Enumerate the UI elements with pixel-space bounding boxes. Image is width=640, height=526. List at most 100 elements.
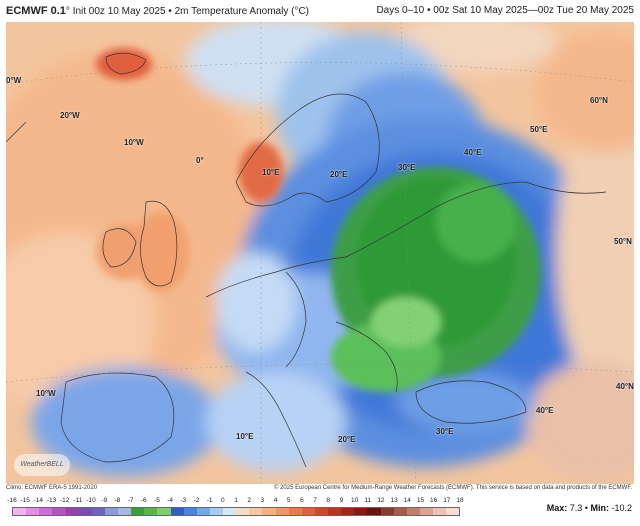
header: ECMWF 0.1° Init 00z 10 May 2025 • 2m Tem… xyxy=(0,0,640,22)
lon-label: 30°E xyxy=(436,427,454,436)
colorbar-swatch xyxy=(249,508,263,515)
lon-label: 20°E xyxy=(330,170,348,179)
colorbar-swatch xyxy=(52,508,66,515)
colorbar-swatch xyxy=(406,508,420,515)
valid-range: Days 0–10 • 00z Sat 10 May 2025—00z Tue … xyxy=(376,5,634,16)
min-label: Min: xyxy=(590,503,609,513)
colorbar-tick-label: 17 xyxy=(443,497,451,504)
title: ECMWF 0.1° Init 00z 10 May 2025 • 2m Tem… xyxy=(6,5,309,17)
colorbar-swatch xyxy=(341,508,355,515)
colorbar-tick-label: -12 xyxy=(60,497,70,504)
colorbar-tick-label: 3 xyxy=(260,497,265,504)
colorbar-swatch xyxy=(157,508,171,515)
colorbar-swatch xyxy=(275,508,289,515)
map-canvas xyxy=(6,22,634,484)
colorbar-swatch xyxy=(301,508,315,515)
lon-label: 10°W xyxy=(124,138,144,147)
colorbar-tick-label: 14 xyxy=(403,497,411,504)
max-min-stats: Max: 7.3 • Min: -10.2 xyxy=(547,503,632,513)
coastlines xyxy=(6,52,607,468)
colorbar-tick-label: 9 xyxy=(339,497,344,504)
colorbar-tick-label: -15 xyxy=(20,497,30,504)
init-and-variable: Init 00z 10 May 2025 • 2m Temperature An… xyxy=(72,6,310,17)
lon-label: 20°E xyxy=(338,435,356,444)
colorbar-swatch xyxy=(170,508,184,515)
colorbar-swatch xyxy=(104,508,118,515)
weatherbell-logo: WeatherBELL xyxy=(14,454,70,476)
lon-label: 0°W xyxy=(6,76,22,85)
colorbar-tick-label: 13 xyxy=(390,497,398,504)
colorbar-tick-label: -9 xyxy=(101,497,108,504)
stats-separator: • xyxy=(584,503,588,513)
colorbar-tick-label: -2 xyxy=(193,497,200,504)
colorbar-tick-label: 6 xyxy=(300,497,304,504)
lat-label: 50°E xyxy=(530,125,548,134)
brand-degree: ° xyxy=(65,6,70,17)
colorbar-swatch xyxy=(91,508,105,515)
colorbar-swatch xyxy=(393,508,407,515)
colorbar-swatch xyxy=(39,508,53,515)
colorbar-swatch xyxy=(314,508,328,515)
colorbar-swatch xyxy=(144,508,158,515)
lat-label: 50°N xyxy=(614,237,632,246)
lon-label: 40°E xyxy=(464,148,482,157)
min-value: -10.2 xyxy=(611,503,632,513)
lon-label: 20°W xyxy=(60,111,80,120)
colorbar-swatch xyxy=(433,508,447,515)
colorbar-tick-label: 4 xyxy=(273,497,278,504)
lon-label: 10°W xyxy=(36,389,56,398)
colorbar-swatch xyxy=(288,508,302,515)
lon-label: 40°E xyxy=(536,406,554,415)
colorbar-swatch xyxy=(209,508,223,515)
max-value: 7.3 xyxy=(569,503,583,513)
colorbar-tick-label: -10 xyxy=(86,497,96,504)
lat-label: 40°N xyxy=(616,382,634,391)
colorbar-swatch xyxy=(26,508,40,515)
anomaly-map: 0°W 60°N 20°W 50°E 10°W 0° 30°E 40°E 10°… xyxy=(6,22,634,484)
colorbar-swatch xyxy=(446,508,460,515)
colorbar-swatch xyxy=(354,508,368,515)
colorbar-tick-label: -8 xyxy=(114,497,121,504)
brand: ECMWF 0.1 xyxy=(6,5,66,17)
colorbar-swatch xyxy=(367,508,381,515)
colorbar-tick-label: -5 xyxy=(154,497,160,504)
lon-label: 0° xyxy=(196,156,204,165)
colorbar-swatch xyxy=(65,508,79,515)
colorbar-tick-label: 18 xyxy=(456,497,464,504)
colorbar-tick-label: 5 xyxy=(286,497,291,504)
colorbar-tick-label: -14 xyxy=(33,497,44,504)
colorbar-tick-label: -7 xyxy=(127,497,134,504)
lon-label: 30°E xyxy=(398,163,416,172)
colorbar-swatch xyxy=(118,508,132,515)
colorbar-tick-label: 12 xyxy=(377,497,385,504)
colorbar-swatch xyxy=(380,508,394,515)
graticule xyxy=(6,22,634,484)
colorbar-swatch xyxy=(78,508,92,515)
colorbar-tick-label: 2 xyxy=(247,497,251,504)
colorbar-swatch xyxy=(236,508,250,515)
colorbar-tick-label: 16 xyxy=(430,497,438,504)
colorbar-tick-label: 10 xyxy=(350,497,359,504)
colorbar-tick-label: 8 xyxy=(326,497,331,504)
colorbar-tick-label: -13 xyxy=(46,497,57,504)
colorbar-tick-label: -4 xyxy=(167,497,173,504)
colorbar-tick-label: 11 xyxy=(364,497,372,504)
green-anomaly-core xyxy=(331,167,541,392)
copyright-note: © 2025 European Centre for Medium-Range … xyxy=(273,485,632,491)
climo-note: Climo: ECMWF ERA-5 1991-2020 xyxy=(6,485,98,491)
colorbar-tick-label: 0 xyxy=(221,497,225,504)
colorbar-swatch xyxy=(262,508,276,515)
colorbar-swatch xyxy=(196,508,210,515)
colorbar-swatches xyxy=(12,507,460,516)
colorbar-tick-label: -3 xyxy=(180,497,187,504)
colorbar-tick-label: -1 xyxy=(206,497,213,504)
colorbar-swatch xyxy=(419,508,433,515)
colorbar-tick-label: 7 xyxy=(313,497,317,504)
colorbar-tick-label: 1 xyxy=(234,497,238,504)
colorbar-swatch xyxy=(328,508,342,515)
max-label: Max: xyxy=(546,503,568,513)
colorbar-swatch xyxy=(223,508,237,515)
colorbar-tick-labels: -16 -15 -14 -13 -12 -11 -10 -9 -8 -7 -6 -5 -4 -3 -2 -1 0… xyxy=(7,497,464,506)
colorbar-swatch xyxy=(183,508,197,515)
colorbar-tick-label: 15 xyxy=(416,497,425,504)
